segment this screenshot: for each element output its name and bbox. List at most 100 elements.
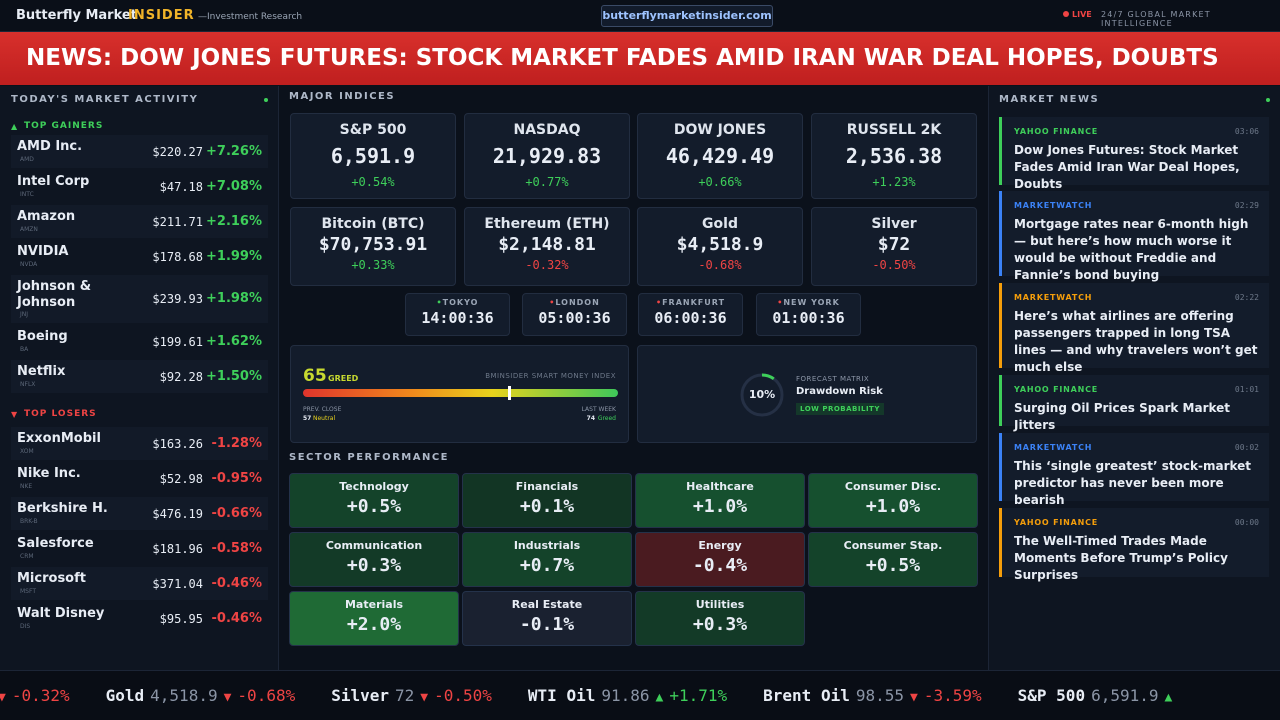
sector-name: Consumer Stap. [843,539,943,552]
clock: •FRANKFURT 06:00:36 [638,293,743,336]
ticker-change: -0.50% [434,686,492,705]
gainers-title: TOP GAINERS [24,121,104,131]
news-item: MARKETWATCH 00:02 This ‘single greatest’ s… [999,433,1269,507]
stock-change: +1.50% [206,368,262,384]
stock-name: ExxonMobil [17,431,101,446]
sentiment-label: GREED [328,374,359,383]
news-source: MARKETWATCH [1014,293,1093,302]
ticker-change: +1.71% [669,686,728,705]
stock-price: $239.93 [152,292,203,306]
stock-name: Johnson & Johnson [17,279,92,310]
panel-title: TODAY'S MARKET ACTIVITY [11,94,199,105]
stock-change: +2.16% [206,213,262,229]
index-name: RUSSELL 2K [846,122,942,138]
clock-head: •LONDON [523,298,626,307]
stock-row: Microsoft MSFT $371.04 -0.46% [11,567,268,600]
week-value: 74 [586,415,595,422]
ticker-name: Gold [105,686,145,705]
stock-row: Netflix NFLX $92.28 +1.50% [11,360,268,393]
stock-ticker: AMZN [20,226,38,233]
index-card: RUSSELL 2K 2,536.38 +1.23% [811,113,977,199]
news-headline: Here’s what airlines are offering passen… [1014,309,1258,374]
clock-head: •NEW YORK [757,298,860,307]
ticker-arrow: ▼ [223,690,232,705]
ticker-price: 98.55 [855,686,905,705]
index-change: +0.77% [525,175,569,189]
sector-tile: Consumer Disc. +1.0% [808,473,978,528]
stock-row: Amazon AMZN $211.71 +2.16% [11,205,268,238]
index-value: $70,753.91 [318,234,428,255]
news-title: MARKET NEWS [999,94,1100,105]
index-value: 6,591.9 [330,144,416,168]
middle-panel: MAJOR INDICES SECTOR PERFORMANCE S&P 500… [280,86,987,670]
index-card: Silver $72 -0.50% [811,207,977,286]
sector-name: Communication [325,539,423,552]
clock-time: 14:00:36 [421,309,494,327]
gainers-arrow: ▲ [11,122,19,131]
banner-text: NEWS: DOW JONES FUTURES: STOCK MARKET FA… [26,45,1219,71]
stock-name: Boeing [17,329,68,344]
stock-ticker: DIS [20,623,31,630]
ticker-arrow: ▼ [0,690,6,705]
index-card: Ethereum (ETH) $2,148.81 -0.32% [464,207,630,286]
sector-tile: Materials +2.0% [289,591,459,646]
index-change: -0.68% [698,258,742,272]
news-time: 00:02 [1234,443,1259,452]
stock-name: Walt Disney [17,606,105,621]
sector-change: +0.1% [519,496,575,517]
sector-change: -0.1% [519,614,575,635]
gauge-marker [507,386,511,400]
stock-price: $220.27 [152,144,203,159]
sectors-title: SECTOR PERFORMANCE [289,452,449,463]
stock-name: Amazon [17,209,76,224]
losers-arrow: ▼ [11,410,18,419]
news-source: YAHOO FINANCE [1014,385,1099,394]
stock-ticker: NKE [20,483,33,490]
sector-change: +2.0% [346,614,402,635]
stock-name: Netflix [17,364,66,379]
sector-name: Real Estate [511,598,583,611]
url-box[interactable]: butterflymarketinsider.com [601,5,773,27]
stock-change: -0.46% [211,575,263,591]
news-item: MARKETWATCH 02:29 Mortgage rates near 6-mo… [999,191,1269,282]
news-source: MARKETWATCH [1014,443,1093,452]
ticker-change: -3.59% [923,686,982,705]
news-time: 02:29 [1234,201,1259,210]
sector-tile: Communication +0.3% [289,532,459,587]
stock-row: NVIDIA NVDA $178.68 +1.99% [11,240,268,273]
clock-city: TOKYO [442,298,479,307]
sector-change: -0.4% [692,555,748,576]
stock-price: $178.68 [152,249,203,264]
banner: NEWS: DOW JONES FUTURES: STOCK MARKET FA… [0,32,1280,85]
stock-change: +7.26% [206,143,262,159]
ticker: ▼ -0.32% Gold 4,518.9 ▼ -0.68% Silver 72 ▼ -0.50%… [0,670,1280,720]
index-name: Ethereum (ETH) [484,216,610,232]
stock-row: AMD Inc. AMD $220.27 +7.26% [11,135,268,168]
stock-name: Intel Corp [17,174,90,189]
ticker-item: S&P 500 6,591.9 ▲ [1018,686,1179,705]
sector-change: +0.7% [519,555,575,576]
index-name: Silver [871,216,917,232]
stock-ticker: XOM [20,448,34,455]
sector-tile: Technology +0.5% [289,473,459,528]
stock-price: $52.98 [159,471,203,486]
stock-name: Microsoft [17,571,86,586]
index-name: NASDAQ [513,122,581,138]
stock-price: $371.04 [152,576,203,591]
sector-name: Consumer Disc. [844,480,942,493]
news-headline: Dow Jones Futures: Stock Market Fades Am… [1014,143,1240,191]
stock-name: NVIDIA [17,244,69,259]
sector-tile: Utilities +0.3% [635,591,805,646]
sector-tile: Consumer Stap. +0.5% [808,532,978,587]
stock-row: Walt Disney DIS $95.95 -0.46% [11,602,268,635]
stock-ticker: AMD [20,156,34,163]
ticker-name: WTI Oil [527,686,596,705]
forecast-title: FORECAST MATRIX [796,375,870,383]
clock-city: FRANKFURT [662,298,726,307]
status-dot [1266,98,1270,102]
ticker-price: 6,591.9 [1091,686,1159,705]
gauge-bar [303,386,618,400]
index-change: +0.66% [698,175,742,189]
index-card: Gold $4,518.9 -0.68% [637,207,803,286]
index-change: +0.54% [351,175,395,189]
